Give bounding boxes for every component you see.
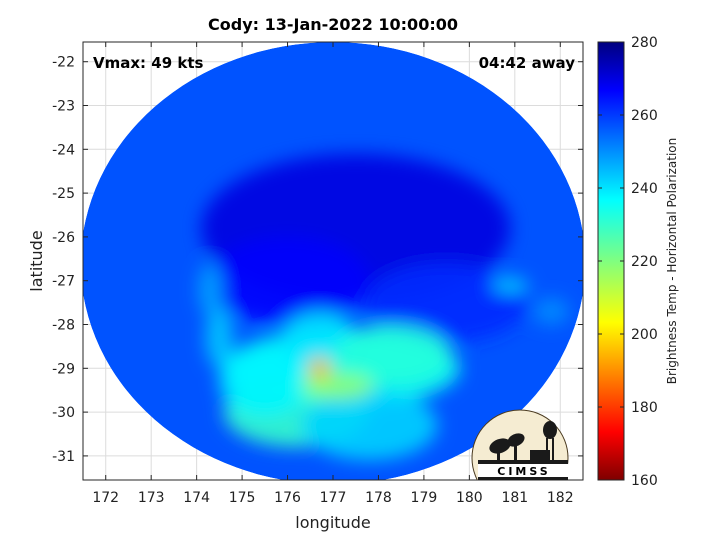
x-tick-label: 179 xyxy=(411,490,438,506)
swath-feature xyxy=(364,263,529,343)
x-tick-label: 175 xyxy=(229,490,256,506)
y-tick-label: -23 xyxy=(52,99,75,115)
swath-feature xyxy=(301,390,438,461)
y-tick-label: -24 xyxy=(52,142,75,158)
swath-feature xyxy=(205,306,233,369)
x-tick-label: 177 xyxy=(320,490,347,506)
y-axis-ticks: -22 -23 -24 -25 -26 -27 -28 -29 -30 -31 xyxy=(52,55,583,465)
swath-feature xyxy=(205,236,370,325)
swath-feature xyxy=(308,357,331,380)
x-tick-label: 180 xyxy=(456,490,483,506)
y-tick-label: -26 xyxy=(52,230,75,246)
microwave-swath xyxy=(83,42,583,480)
colorbar-tick-label: 220 xyxy=(631,254,658,270)
y-tick-label: -27 xyxy=(52,274,75,290)
colorbar-tick-label: 160 xyxy=(631,473,658,489)
colorbar-ticks: 160 180 200 220 240 260 280 xyxy=(598,35,658,489)
colorbar-tick-label: 240 xyxy=(631,181,658,197)
swath-feature xyxy=(219,346,311,417)
y-tick-label: -30 xyxy=(52,405,75,421)
colorbar-tick-label: 260 xyxy=(631,108,658,124)
colorbar-tick-label: 200 xyxy=(631,327,658,343)
y-tick-label: -31 xyxy=(52,449,75,465)
swath-feature xyxy=(492,278,529,292)
x-tick-label: 181 xyxy=(501,490,528,506)
y-axis-label: latitude xyxy=(27,230,46,291)
x-tick-label: 182 xyxy=(547,490,574,506)
x-axis-label: longitude xyxy=(295,513,370,532)
swath-feature xyxy=(333,324,452,386)
x-tick-label: 176 xyxy=(274,490,301,506)
y-tick-label: -25 xyxy=(52,186,75,202)
x-tick-label: 178 xyxy=(365,490,392,506)
x-tick-label: 173 xyxy=(138,490,165,506)
colorbar-tick-label: 180 xyxy=(631,400,658,416)
colorbar-label: Brightness Temp - Horizontal Polarizatio… xyxy=(665,138,679,385)
cimss-logo: CIMSS xyxy=(471,409,569,480)
away-annotation: 04:42 away xyxy=(479,54,576,72)
x-tick-label: 174 xyxy=(183,490,210,506)
y-tick-label: -29 xyxy=(52,361,75,377)
y-tick-label: -28 xyxy=(52,318,75,334)
cimss-logo-text: CIMSS xyxy=(497,465,550,478)
chart-title: Cody: 13-Jan-2022 10:00:00 xyxy=(208,15,458,34)
vmax-annotation: Vmax: 49 kts xyxy=(93,54,203,72)
x-axis-ticks: 172 173 174 175 176 177 178 179 180 181 182 xyxy=(92,42,574,506)
swath-feature xyxy=(533,298,570,325)
x-tick-label: 172 xyxy=(92,490,119,506)
y-tick-label: -22 xyxy=(52,55,75,71)
swath-feature xyxy=(198,263,222,316)
colorbar-tick-label: 280 xyxy=(631,35,658,51)
